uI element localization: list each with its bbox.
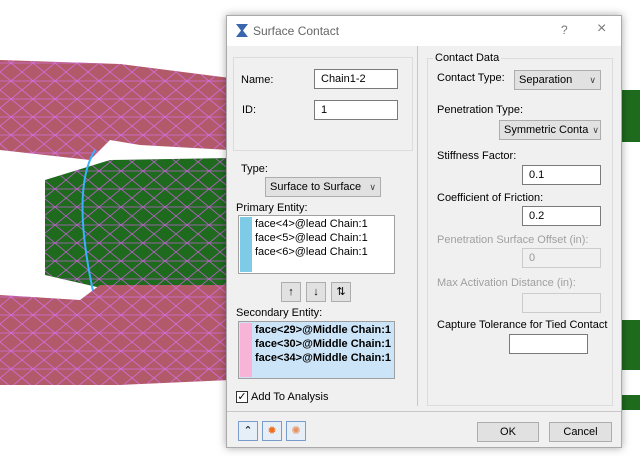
- offset-label: Penetration Surface Offset (in):: [437, 234, 589, 246]
- pink-chain-bottom: [0, 285, 230, 385]
- hourglass-icon: [235, 23, 249, 38]
- list-item[interactable]: face<5>@lead Chain:1: [255, 232, 368, 244]
- id-label: ID:: [242, 104, 257, 116]
- list-item[interactable]: face<29>@Middle Chain:1: [255, 324, 392, 336]
- type-value: Surface to Surface: [270, 181, 362, 193]
- add-to-analysis-checkbox[interactable]: ✓: [236, 391, 248, 403]
- add-to-analysis-label: Add To Analysis: [251, 391, 329, 403]
- highlight-all-icon[interactable]: ✺: [286, 421, 306, 441]
- contact-type-dropdown[interactable]: Separation ∨: [514, 70, 601, 90]
- title-bar: Surface Contact ? ×: [227, 16, 621, 46]
- chevron-down-icon: ∨: [369, 182, 376, 192]
- swap-button[interactable]: ⇅: [331, 282, 351, 302]
- offset-input: 0: [522, 248, 601, 268]
- identity-group: [233, 57, 413, 151]
- secondary-entity-list[interactable]: face<29>@Middle Chain:1 face<30>@Middle …: [238, 321, 395, 379]
- pink-chain-top: [0, 60, 230, 160]
- id-input[interactable]: 1: [314, 100, 398, 120]
- primary-entity-list[interactable]: face<4>@lead Chain:1 face<5>@lead Chain:…: [238, 215, 395, 274]
- penetration-type-value: Symmetric Conta: [504, 124, 589, 136]
- capture-tolerance-label: Capture Tolerance for Tied Contact: [437, 319, 608, 331]
- name-label: Name:: [241, 74, 274, 86]
- dialog-title: Surface Contact: [253, 24, 340, 38]
- stiffness-input[interactable]: 0.1: [522, 165, 601, 185]
- primary-entity-label: Primary Entity:: [236, 202, 308, 214]
- max-activation-input: [522, 293, 601, 313]
- chevron-down-icon: ∨: [589, 75, 596, 85]
- secondary-entity-label: Secondary Entity:: [236, 307, 323, 319]
- close-button[interactable]: ×: [597, 20, 607, 37]
- list-item[interactable]: face<6>@lead Chain:1: [255, 246, 368, 258]
- vertical-divider: [417, 46, 418, 406]
- help-button[interactable]: ?: [561, 23, 568, 37]
- green-chain-right: [620, 90, 640, 410]
- list-item[interactable]: face<4>@lead Chain:1: [255, 218, 368, 230]
- name-input[interactable]: Chain1-2: [314, 69, 398, 89]
- type-dropdown[interactable]: Surface to Surface ∨: [265, 177, 381, 197]
- contact-data-legend: Contact Data: [433, 52, 502, 64]
- list-item[interactable]: face<30>@Middle Chain:1: [255, 338, 392, 350]
- contact-data-group: [427, 58, 613, 406]
- contact-type-label: Contact Type:: [437, 72, 505, 84]
- ok-button[interactable]: OK: [477, 422, 539, 442]
- highlight-icon[interactable]: ✹: [262, 421, 282, 441]
- penetration-type-dropdown[interactable]: Symmetric Conta ∨: [499, 120, 601, 140]
- max-activation-label: Max Activation Distance (in):: [437, 277, 576, 289]
- friction-label: Coefficient of Friction:: [437, 192, 544, 204]
- green-chain-middle: [45, 149, 230, 301]
- move-down-button[interactable]: ↓: [306, 282, 326, 302]
- surface-contact-dialog: Surface Contact ? × Name: Chain1-2 ID: 1…: [226, 15, 622, 448]
- move-up-button[interactable]: ↑: [281, 282, 301, 302]
- bottom-divider: [227, 411, 621, 412]
- list-item[interactable]: face<34>@Middle Chain:1: [255, 352, 392, 364]
- primary-color-swatch: [240, 217, 252, 272]
- contact-type-value: Separation: [519, 74, 573, 86]
- secondary-color-swatch: [240, 323, 252, 377]
- chevron-down-icon: ∨: [592, 125, 599, 135]
- stiffness-label: Stiffness Factor:: [437, 150, 517, 162]
- capture-tolerance-input[interactable]: [509, 334, 588, 354]
- friction-input[interactable]: 0.2: [522, 206, 601, 226]
- cancel-button[interactable]: Cancel: [549, 422, 612, 442]
- penetration-type-label: Penetration Type:: [437, 104, 524, 116]
- collapse-icon[interactable]: ⌃: [238, 421, 258, 441]
- type-label: Type:: [241, 163, 268, 175]
